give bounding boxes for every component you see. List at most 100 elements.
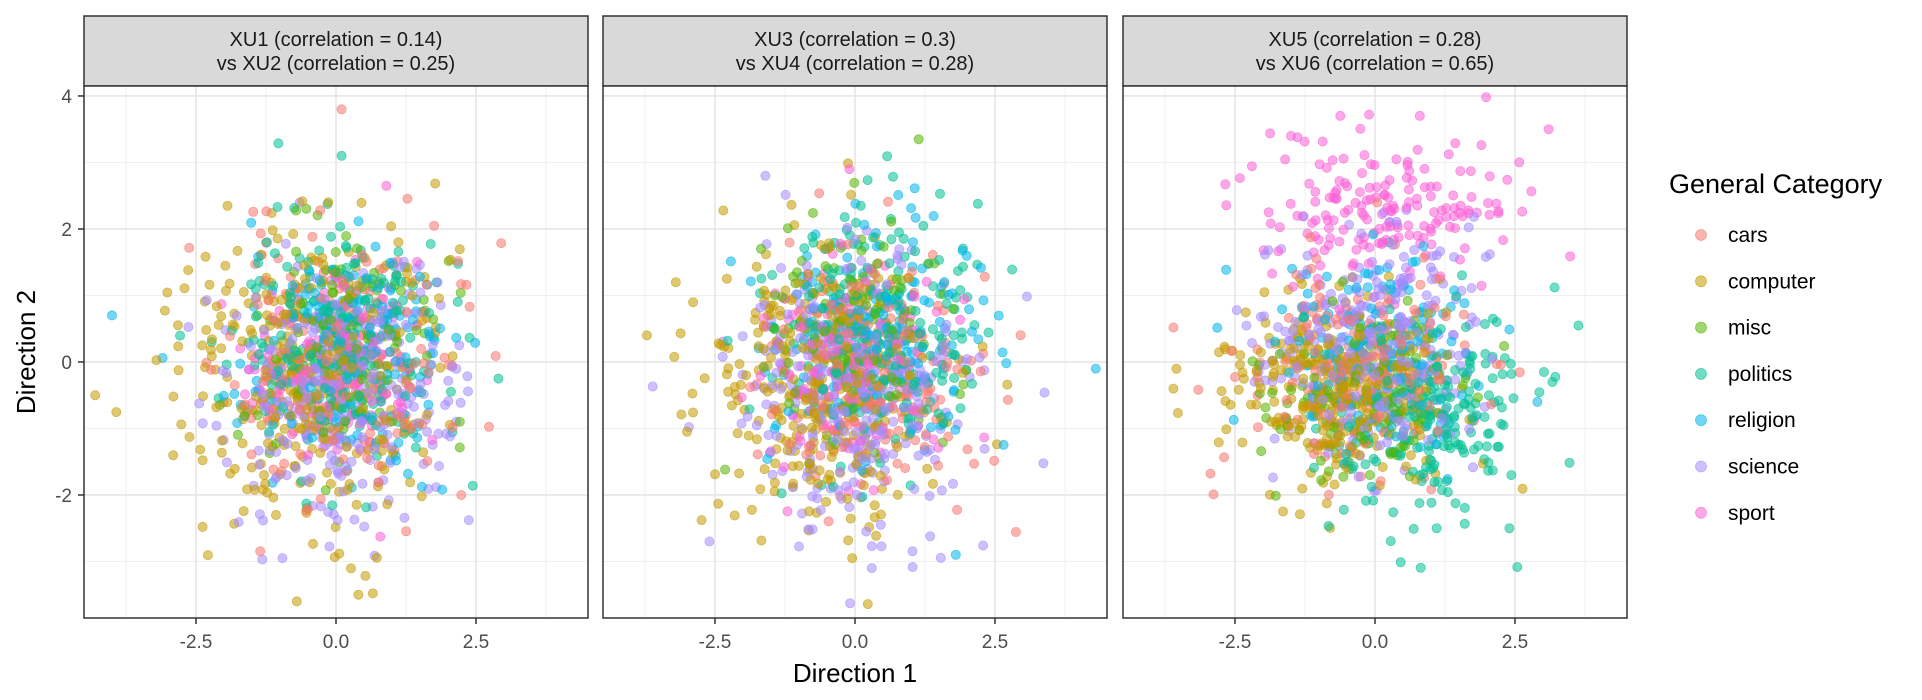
data-point-science xyxy=(357,432,368,443)
data-point-sport xyxy=(427,434,438,445)
data-point-religion xyxy=(857,465,868,476)
data-point-religion xyxy=(1351,282,1362,293)
data-point-misc xyxy=(454,442,465,453)
data-point-science xyxy=(201,295,212,306)
data-point-computer xyxy=(1405,330,1416,341)
data-point-religion xyxy=(998,439,1009,450)
data-point-politics xyxy=(1539,366,1550,377)
data-point-science xyxy=(369,444,380,455)
data-point-politics xyxy=(493,373,504,384)
data-point-computer xyxy=(353,589,364,600)
data-point-computer xyxy=(743,430,754,441)
data-point-computer xyxy=(338,355,349,366)
data-point-misc xyxy=(1247,356,1258,367)
data-point-computer xyxy=(847,388,858,399)
data-point-politics xyxy=(1442,432,1453,443)
data-point-religion xyxy=(232,417,243,428)
data-point-religion xyxy=(309,287,320,298)
data-point-computer xyxy=(1246,399,1257,410)
data-point-misc xyxy=(330,267,341,278)
data-point-politics xyxy=(378,277,389,288)
data-point-science xyxy=(211,420,222,431)
x-axis-title: Direction 1 xyxy=(793,658,917,688)
legend: General Category carscomputermiscpolitic… xyxy=(1669,169,1883,525)
data-point-computer xyxy=(1414,424,1425,435)
data-point-computer xyxy=(761,289,772,300)
data-point-religion xyxy=(416,481,427,492)
data-point-computer xyxy=(1294,509,1305,520)
y-axis-title: Direction 2 xyxy=(11,290,41,414)
data-point-science xyxy=(1421,290,1432,301)
data-point-politics xyxy=(1395,557,1406,568)
x-tick-label: -2.5 xyxy=(1219,632,1252,653)
data-point-politics xyxy=(276,330,287,341)
data-point-religion xyxy=(341,371,352,382)
data-point-religion xyxy=(423,326,434,337)
data-point-religion xyxy=(1532,396,1543,407)
x-tick-label: 0.0 xyxy=(842,632,868,653)
data-point-computer xyxy=(179,283,190,294)
data-point-sport xyxy=(1431,218,1442,229)
data-point-science xyxy=(935,552,946,563)
data-point-misc xyxy=(1327,296,1338,307)
panel-1: XU1 (correlation = 0.14) vs XU2 (correla… xyxy=(83,15,589,619)
data-point-cars xyxy=(842,239,853,250)
data-point-sport xyxy=(1502,174,1513,185)
data-point-science xyxy=(1397,430,1408,441)
data-point-computer xyxy=(713,498,724,509)
data-point-sport xyxy=(832,381,843,392)
data-point-science xyxy=(751,420,762,431)
data-point-science xyxy=(197,418,208,429)
data-point-science xyxy=(828,391,839,402)
data-point-cars xyxy=(843,328,854,339)
data-point-computer xyxy=(1225,399,1236,410)
data-point-religion xyxy=(917,342,928,353)
data-point-sport xyxy=(1484,171,1495,182)
data-point-politics xyxy=(361,502,372,513)
data-point-sport xyxy=(1431,181,1442,192)
data-point-politics xyxy=(1431,523,1442,534)
data-point-cars xyxy=(1309,448,1320,459)
data-point-computer xyxy=(751,261,762,272)
data-point-computer xyxy=(1233,384,1244,395)
data-point-politics xyxy=(910,305,921,316)
data-point-computer xyxy=(1278,506,1289,517)
data-point-sport xyxy=(1419,163,1430,174)
data-point-science xyxy=(1466,282,1477,293)
data-point-computer xyxy=(151,355,162,366)
legend-title: General Category xyxy=(1669,169,1883,199)
data-point-science xyxy=(866,453,877,464)
data-point-sport xyxy=(1317,136,1328,147)
data-point-religion xyxy=(1312,381,1323,392)
data-point-sport xyxy=(1338,224,1349,235)
data-point-computer xyxy=(1002,379,1013,390)
panel-3: XU5 (correlation = 0.28) vs XU6 (correla… xyxy=(1122,15,1628,619)
data-point-politics xyxy=(1473,440,1484,451)
data-point-religion xyxy=(1368,229,1379,240)
data-point-religion xyxy=(910,212,921,223)
data-point-computer xyxy=(394,327,405,338)
data-point-computer xyxy=(111,407,122,418)
data-point-science xyxy=(1397,278,1408,289)
data-point-misc xyxy=(955,389,966,400)
data-point-science xyxy=(259,401,270,412)
data-point-sport xyxy=(1403,220,1414,231)
data-point-politics xyxy=(1414,498,1425,509)
data-point-politics xyxy=(341,242,352,253)
panel-2-strip xyxy=(602,15,1108,87)
data-point-science xyxy=(233,517,244,528)
data-point-sport xyxy=(1265,128,1276,139)
data-point-computer xyxy=(168,391,179,402)
data-point-sport xyxy=(784,369,795,380)
data-point-science xyxy=(287,334,298,345)
data-point-computer xyxy=(309,255,320,266)
data-point-computer xyxy=(258,469,269,480)
data-point-religion xyxy=(384,257,395,268)
data-point-cars xyxy=(260,275,271,286)
data-point-cars xyxy=(952,504,963,515)
data-point-politics xyxy=(818,383,829,394)
data-point-science xyxy=(1353,471,1364,482)
data-point-cars xyxy=(875,396,886,407)
data-point-science xyxy=(866,563,877,574)
data-point-politics xyxy=(325,231,336,242)
